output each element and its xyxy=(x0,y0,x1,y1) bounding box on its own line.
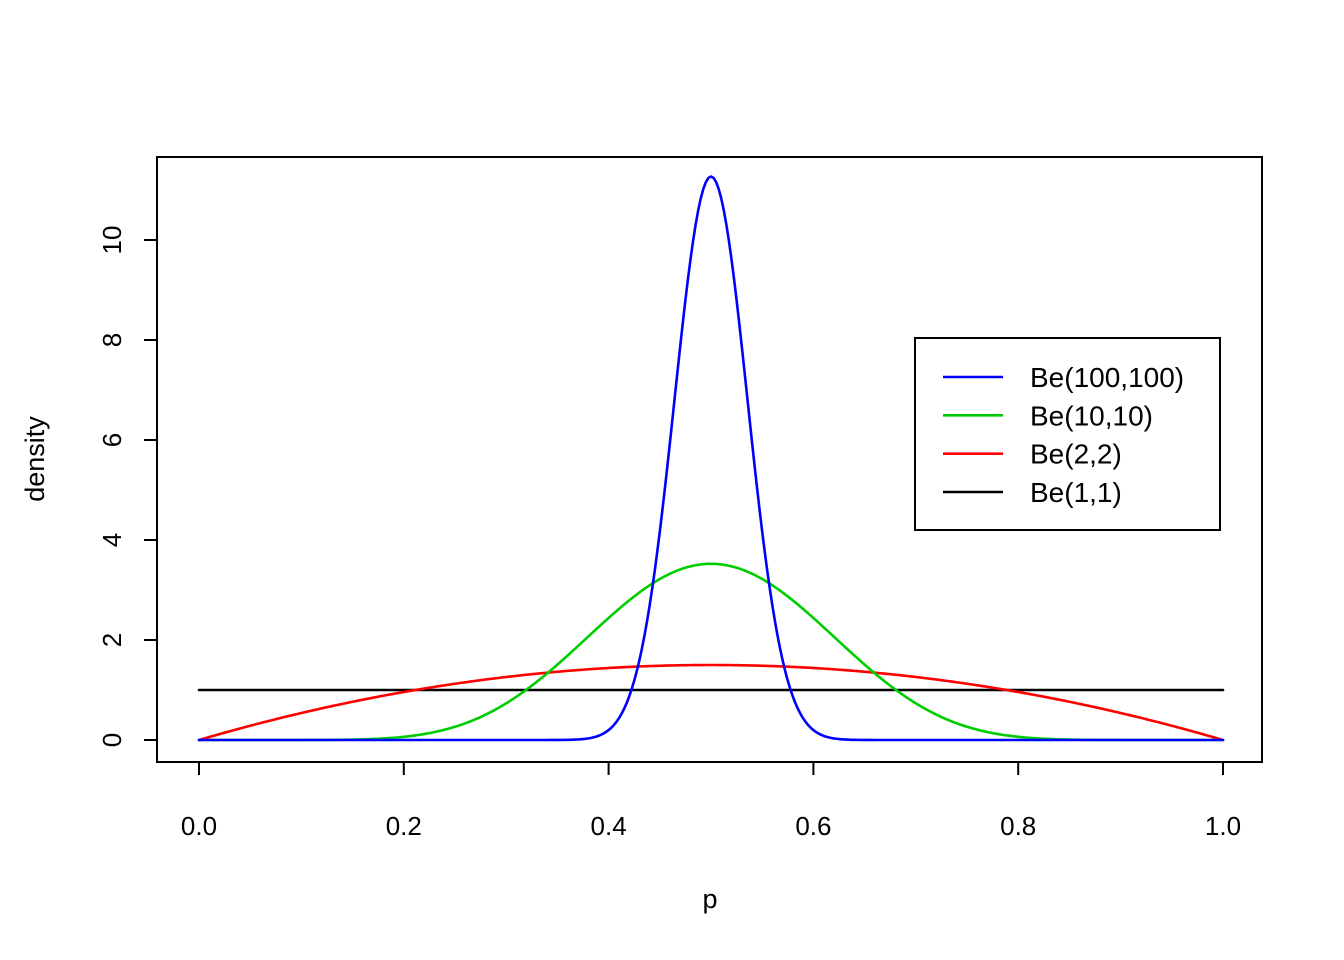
x-tick-label: 0.0 xyxy=(181,811,217,841)
y-axis-title: density xyxy=(20,416,50,502)
curve-be-2-2 xyxy=(197,663,1225,742)
legend-label-be-1-1: Be(1,1) xyxy=(1030,477,1122,508)
y-tick-label: 0 xyxy=(97,733,127,747)
x-axis-title: p xyxy=(702,884,717,914)
y-tick-label: 8 xyxy=(97,333,127,347)
y-tick-label: 6 xyxy=(97,433,127,447)
legend-border xyxy=(914,337,1221,531)
y-tick-label: 4 xyxy=(97,533,127,547)
x-tick-label: 0.4 xyxy=(591,811,627,841)
legend-label-be-2-2: Be(2,2) xyxy=(1030,439,1122,470)
legend-label-be-10-10: Be(10,10) xyxy=(1030,400,1153,431)
plot-border xyxy=(156,156,1263,763)
x-tick-label: 0.8 xyxy=(1000,811,1036,841)
y-axis: 0 2 4 6 8 10 xyxy=(97,226,157,747)
x-tick-label: 1.0 xyxy=(1205,811,1241,841)
x-tick-label: 0.2 xyxy=(386,811,422,841)
legend-box: Be(100,100) Be(10,10) Be(2,2) Be(1,1) xyxy=(914,337,1221,531)
curves-group xyxy=(197,175,1225,742)
x-tick-label: 0.6 xyxy=(795,811,831,841)
curve-be-10-10 xyxy=(197,562,1225,742)
y-tick-label: 10 xyxy=(97,226,127,255)
x-axis: 0.0 0.2 0.4 0.6 0.8 1.0 xyxy=(181,762,1241,841)
curve-be-100-100 xyxy=(197,175,1225,742)
y-tick-label: 2 xyxy=(97,633,127,647)
legend-label-be-100-100: Be(100,100) xyxy=(1030,362,1184,393)
